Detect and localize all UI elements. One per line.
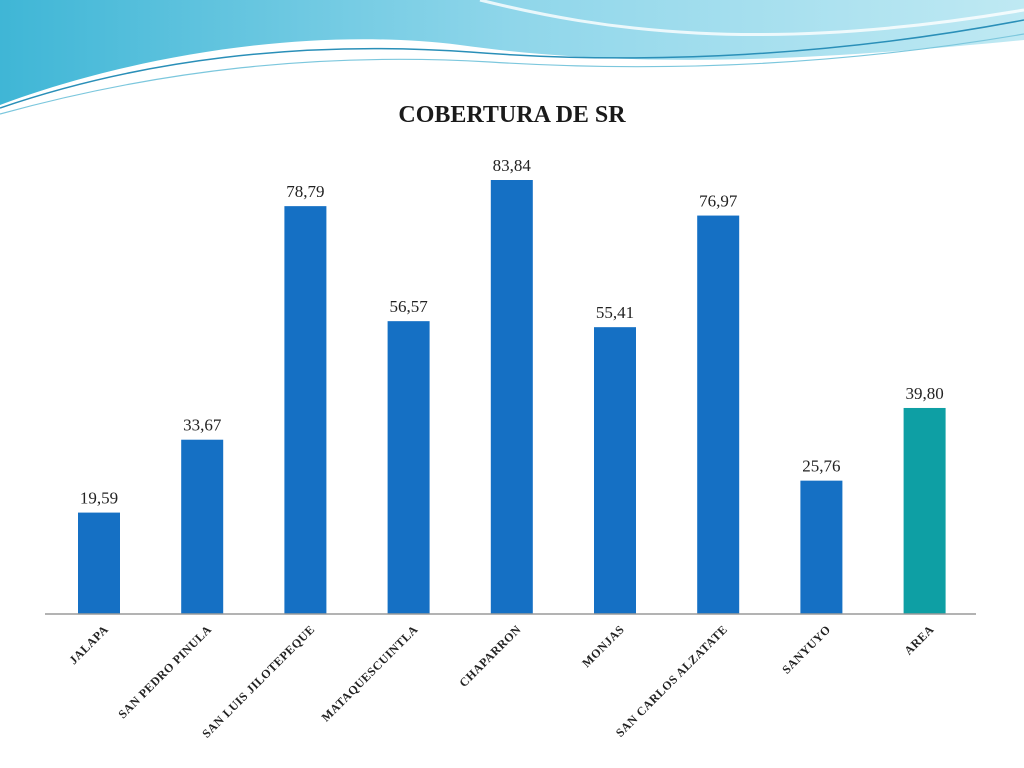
- bar-jalapa: [78, 512, 120, 614]
- x-tick-label: MONJAS: [579, 622, 627, 670]
- data-label: 55,41: [596, 303, 634, 322]
- data-label: 83,84: [493, 156, 532, 175]
- x-tick-label: SAN LUIS JILOTEPEQUE: [199, 622, 317, 740]
- bar-monjas: [594, 327, 636, 614]
- data-label: 39,80: [905, 384, 943, 403]
- bar-mataquescuintla: [387, 321, 430, 614]
- bar-area: [903, 407, 946, 614]
- x-tick-label: AREA: [901, 622, 936, 657]
- bar-san-carlos-alzatate: [697, 215, 740, 614]
- header-wave-decoration: [0, 0, 1024, 115]
- data-label: 19,59: [80, 489, 118, 508]
- bar-san-luis-jilotepeque: [284, 206, 327, 614]
- bar-sanyuyo: [800, 480, 843, 614]
- x-tick-label: SAN CARLOS ALZATATE: [613, 622, 731, 740]
- data-label: 33,67: [183, 416, 222, 435]
- x-tick-label: SANYUYO: [779, 622, 833, 676]
- data-label: 25,76: [802, 457, 840, 476]
- bar-chaparron: [490, 180, 533, 614]
- x-tick-label: SAN PEDRO PINULA: [115, 622, 214, 721]
- data-label: 76,97: [699, 192, 738, 211]
- x-tick-label: MATAQUESCUINTLA: [319, 622, 421, 724]
- x-tick-label: CHAPARRON: [456, 622, 524, 690]
- data-label: 78,79: [286, 182, 324, 201]
- x-tick-label: JALAPA: [66, 622, 111, 667]
- chart-title: COBERTURA DE SR: [398, 102, 626, 128]
- bar-san-pedro-pinula: [181, 439, 224, 614]
- data-label: 56,57: [389, 297, 428, 316]
